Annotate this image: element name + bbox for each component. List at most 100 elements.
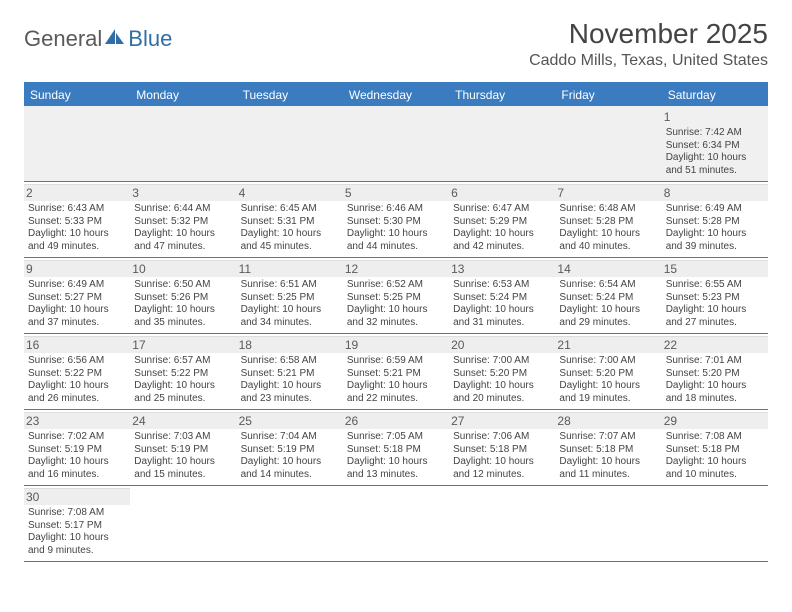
calendar-day: 16Sunrise: 6:56 AMSunset: 5:22 PMDayligh… [24,334,130,409]
calendar-day: 15 Sunrise: 6:55 AMSunset: 5:23 PMDayligh… [662,258,768,333]
calendar-day: 21 Sunrise: 7:00 AMSunset: 5:20 PMDayligh… [555,334,661,409]
sunrise-line: Sunrise: 6:46 AM [347,203,445,216]
calendar-empty-cell [449,106,555,181]
sunrise-line: Sunrise: 7:03 AM [134,431,232,444]
daylight-line: Daylight: 10 hours and 10 minutes. [666,456,764,481]
sunrise-line: Sunrise: 6:45 AM [241,203,339,216]
day-info: Sunrise: 6:47 AMSunset: 5:29 PMDaylight:… [453,203,551,253]
calendar-day: 26Sunrise: 7:05 AMSunset: 5:18 PMDayligh… [343,410,449,485]
sunset-line: Sunset: 5:19 PM [134,444,232,457]
day-number: 11 [237,260,343,277]
sunset-line: Sunset: 5:19 PM [28,444,126,457]
calendar-empty-cell [237,486,343,561]
daylight-line: Daylight: 10 hours and 40 minutes. [559,228,657,253]
calendar-day: 29Sunrise: 7:08 AMSunset: 5:18 PMDayligh… [662,410,768,485]
calendar-day: 9Sunrise: 6:49 AMSunset: 5:27 PMDaylight… [24,258,130,333]
calendar-empty-cell [343,106,449,181]
sunrise-line: Sunrise: 7:06 AM [453,431,551,444]
weekday-row: Sunday Monday Tuesday Wednesday Thursday… [24,84,768,106]
sunset-line: Sunset: 5:26 PM [134,292,232,305]
calendar-empty-cell [130,106,236,181]
daylight-line: Daylight: 10 hours and 26 minutes. [28,380,126,405]
daylight-line: Daylight: 10 hours and 22 minutes. [347,380,445,405]
calendar-week: 2Sunrise: 6:43 AMSunset: 5:33 PMDaylight… [24,182,768,258]
calendar-empty-cell [237,106,343,181]
page-title: November 2025 [529,18,768,50]
sunrise-line: Sunrise: 6:56 AM [28,355,126,368]
daylight-line: Daylight: 10 hours and 25 minutes. [134,380,232,405]
sunrise-line: Sunrise: 6:51 AM [241,279,339,292]
sunrise-line: Sunrise: 7:08 AM [666,431,764,444]
daylight-line: Daylight: 10 hours and 44 minutes. [347,228,445,253]
sunset-line: Sunset: 5:18 PM [453,444,551,457]
logo-text-general: General [24,26,102,52]
logo-sail-icon [104,28,126,46]
sunset-line: Sunset: 5:18 PM [666,444,764,457]
sunset-line: Sunset: 5:20 PM [666,368,764,381]
sunrise-line: Sunrise: 7:02 AM [28,431,126,444]
day-info: Sunrise: 7:06 AMSunset: 5:18 PMDaylight:… [453,431,551,481]
calendar-day: 1 Sunrise: 7:42 AMSunset: 6:34 PMDaylight… [662,106,768,181]
calendar-empty-cell [343,486,449,561]
header: General Blue November 2025 Caddo Mills, … [0,0,792,76]
sunrise-line: Sunrise: 6:52 AM [347,279,445,292]
sunset-line: Sunset: 5:19 PM [241,444,339,457]
day-info: Sunrise: 7:01 AMSunset: 5:20 PMDaylight:… [666,355,764,405]
sunset-line: Sunset: 5:21 PM [347,368,445,381]
calendar-day: 13Sunrise: 6:53 AMSunset: 5:24 PMDayligh… [449,258,555,333]
sunrise-line: Sunrise: 6:49 AM [28,279,126,292]
day-number: 20 [449,336,555,353]
day-info: Sunrise: 7:07 AMSunset: 5:18 PMDaylight:… [559,431,657,481]
sunset-line: Sunset: 5:17 PM [28,520,126,533]
calendar-week: 1 Sunrise: 7:42 AMSunset: 6:34 PMDaylight… [24,106,768,182]
day-number: 21 [555,336,661,353]
day-number: 25 [237,412,343,429]
day-info: Sunrise: 7:02 AMSunset: 5:19 PMDaylight:… [28,431,126,481]
day-info: Sunrise: 7:42 AMSunset: 6:34 PMDaylight:… [666,127,764,177]
calendar-day: 22Sunrise: 7:01 AMSunset: 5:20 PMDayligh… [662,334,768,409]
daylight-line: Daylight: 10 hours and 18 minutes. [666,380,764,405]
day-number: 9 [24,260,130,277]
day-number: 7 [555,184,661,201]
day-number: 1 [662,108,768,125]
sunset-line: Sunset: 5:20 PM [453,368,551,381]
day-number: 26 [343,412,449,429]
sunrise-line: Sunrise: 6:47 AM [453,203,551,216]
day-number: 10 [130,260,236,277]
day-number: 12 [343,260,449,277]
day-info: Sunrise: 6:55 AMSunset: 5:23 PMDaylight:… [666,279,764,329]
sunrise-line: Sunrise: 7:42 AM [666,127,764,140]
sunrise-line: Sunrise: 6:50 AM [134,279,232,292]
daylight-line: Daylight: 10 hours and 15 minutes. [134,456,232,481]
sunrise-line: Sunrise: 7:01 AM [666,355,764,368]
calendar-day: 23Sunrise: 7:02 AMSunset: 5:19 PMDayligh… [24,410,130,485]
daylight-line: Daylight: 10 hours and 14 minutes. [241,456,339,481]
day-number: 15 [662,260,768,277]
daylight-line: Daylight: 10 hours and 51 minutes. [666,152,764,177]
sunset-line: Sunset: 5:18 PM [559,444,657,457]
day-number: 28 [555,412,661,429]
day-number: 2 [24,184,130,201]
sunset-line: Sunset: 5:22 PM [134,368,232,381]
day-info: Sunrise: 7:04 AMSunset: 5:19 PMDaylight:… [241,431,339,481]
sunset-line: Sunset: 5:27 PM [28,292,126,305]
day-number: 3 [130,184,236,201]
calendar-day: 24Sunrise: 7:03 AMSunset: 5:19 PMDayligh… [130,410,236,485]
calendar-week: 23Sunrise: 7:02 AMSunset: 5:19 PMDayligh… [24,410,768,486]
sunrise-line: Sunrise: 7:00 AM [453,355,551,368]
daylight-line: Daylight: 10 hours and 19 minutes. [559,380,657,405]
daylight-line: Daylight: 10 hours and 45 minutes. [241,228,339,253]
sunrise-line: Sunrise: 7:00 AM [559,355,657,368]
calendar-body: 1 Sunrise: 7:42 AMSunset: 6:34 PMDaylight… [24,106,768,562]
sunset-line: Sunset: 5:25 PM [347,292,445,305]
calendar-empty-cell [555,106,661,181]
day-number: 17 [130,336,236,353]
sunset-line: Sunset: 5:18 PM [347,444,445,457]
calendar-day: 20Sunrise: 7:00 AMSunset: 5:20 PMDayligh… [449,334,555,409]
day-info: Sunrise: 7:00 AMSunset: 5:20 PMDaylight:… [559,355,657,405]
calendar-empty-cell [130,486,236,561]
day-number: 8 [662,184,768,201]
day-number: 14 [555,260,661,277]
calendar-day: 4Sunrise: 6:45 AMSunset: 5:31 PMDaylight… [237,182,343,257]
calendar-day: 6Sunrise: 6:47 AMSunset: 5:29 PMDaylight… [449,182,555,257]
